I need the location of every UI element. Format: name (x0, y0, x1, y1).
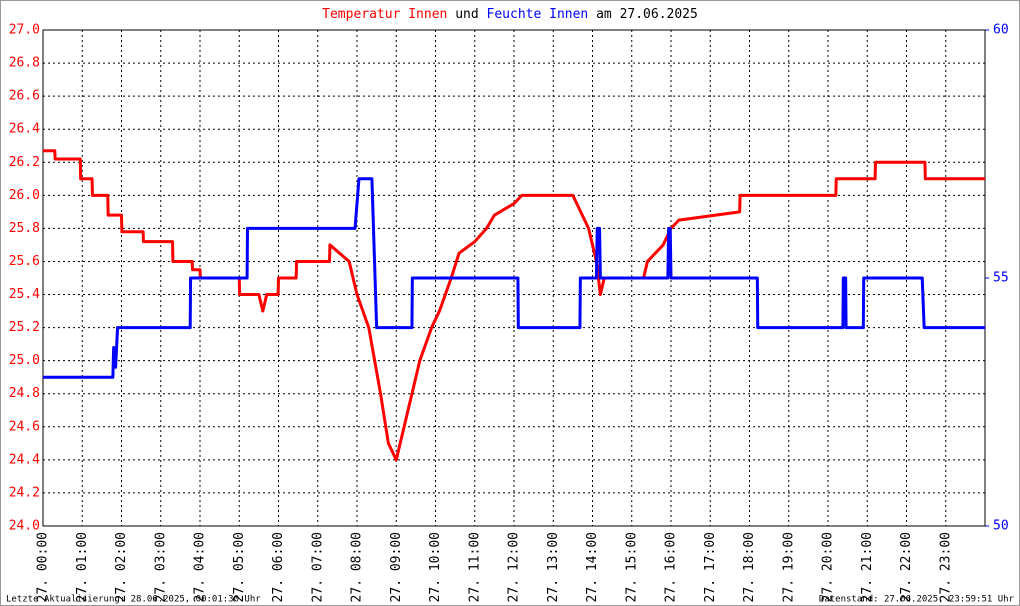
y-tick-label: 26.2 (9, 155, 40, 170)
x-tick-label: 27. 02:00 (114, 532, 129, 602)
x-tick-label: 27. 03:00 (153, 532, 168, 602)
y-tick-label: 25.6 (9, 254, 40, 269)
x-tick-label: 27. 06:00 (271, 532, 286, 602)
series-line (43, 177, 985, 379)
y2-tick-label: 60 (993, 23, 1009, 38)
y-tick-label: 24.6 (9, 419, 40, 434)
x-tick-label: 27. 15:00 (624, 532, 639, 602)
y2-tick-label: 50 (993, 519, 1009, 534)
y-tick-label: 25.0 (9, 353, 40, 368)
x-tick-label: 27. 00:00 (36, 532, 51, 602)
x-tick-label: 27. 08:00 (350, 532, 365, 602)
y-tick-label: 26.0 (9, 188, 40, 203)
y-tick-label: 25.8 (9, 221, 40, 236)
x-tick-label: 27. 12:00 (507, 532, 522, 602)
y-tick-label: 26.4 (9, 122, 40, 137)
title-series-2: Feuchte Innen (487, 7, 589, 22)
y-tick-label: 24.4 (9, 452, 40, 467)
y-tick-label: 24.0 (9, 519, 40, 534)
x-tick-label: 27. 04:00 (193, 532, 208, 602)
title-connector: und (455, 7, 478, 22)
title-series-1: Temperatur Innen (322, 7, 447, 22)
plot-border (42, 29, 986, 527)
y-tick-label: 25.4 (9, 287, 40, 302)
y-tick-label: 26.8 (9, 56, 40, 71)
y-tick-label: 24.8 (9, 386, 40, 401)
title-date: am 27.06.2025 (596, 7, 698, 22)
x-tick-label: 27. 17:00 (703, 532, 718, 602)
y-tick-label: 27.0 (9, 23, 40, 38)
x-tick-label: 27. 20:00 (821, 532, 836, 602)
chart-title: Temperatur Innen und Feuchte Innen am 27… (322, 7, 698, 22)
x-tick-label: 27. 05:00 (232, 532, 247, 602)
x-tick-label: 27. 09:00 (389, 532, 404, 602)
x-tick-label: 27. 07:00 (310, 532, 325, 602)
series-line (43, 149, 985, 462)
x-tick-label: 27. 16:00 (664, 532, 679, 602)
x-tick-label: 27. 19:00 (781, 532, 796, 602)
footer-right: Datenstand: 27.06.2025, 23:59:51 Uhr (819, 595, 1015, 605)
x-tick-label: 27. 14:00 (585, 532, 600, 602)
x-tick-label: 27. 18:00 (742, 532, 757, 602)
y-tick-label: 25.2 (9, 320, 40, 335)
x-tick-label: 27. 13:00 (546, 532, 561, 602)
y-tick-label: 24.2 (9, 485, 40, 500)
x-tick-label: 27. 11:00 (467, 532, 482, 602)
x-tick-label: 27. 01:00 (75, 532, 90, 602)
footer-left: Letzte Aktualisierung: 28.06.2025, 00:01… (6, 595, 261, 605)
y-tick-label: 26.6 (9, 89, 40, 104)
x-tick-label: 27. 21:00 (860, 532, 875, 602)
x-tick-label: 27. 10:00 (428, 532, 443, 602)
x-tick-label: 27. 22:00 (899, 532, 914, 602)
x-tick-label: 27. 23:00 (938, 532, 953, 602)
y2-tick-label: 55 (993, 271, 1009, 286)
